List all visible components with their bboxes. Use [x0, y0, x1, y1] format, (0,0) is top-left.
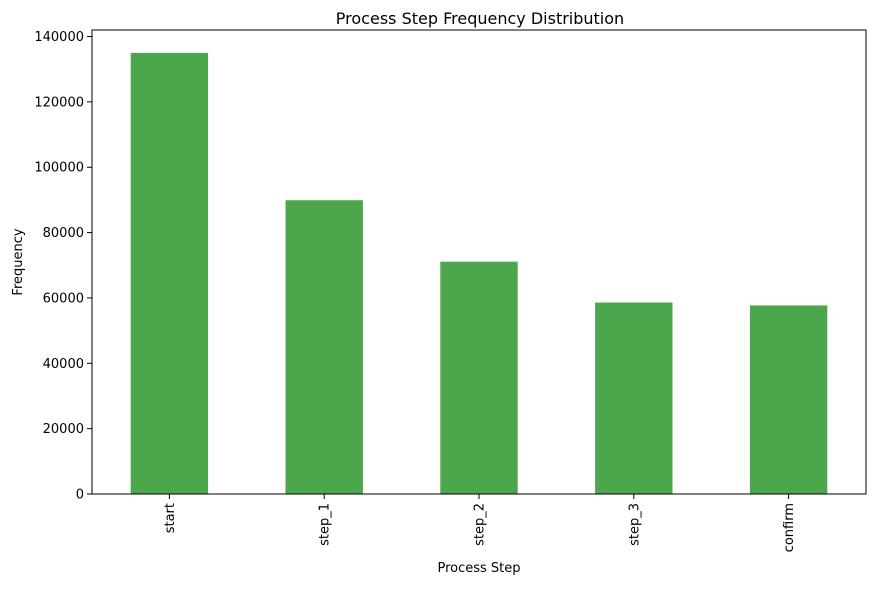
- x-tick-label: step_2: [473, 503, 488, 546]
- y-tick-label: 80000: [43, 226, 84, 241]
- x-axis-ticks: start step_1 step_2 step_3 confirm: [163, 494, 797, 552]
- y-tick-label: 120000: [34, 95, 84, 110]
- y-tick-label: 100000: [34, 161, 84, 176]
- chart-title: Process Step Frequency Distribution: [336, 9, 624, 28]
- bar-step_3: [595, 302, 673, 494]
- y-axis-label: Frequency: [11, 228, 26, 295]
- x-tick-label: confirm: [782, 503, 797, 552]
- bar-start: [130, 52, 209, 495]
- x-tick-label: step_3: [627, 503, 642, 546]
- x-axis-label: Process Step: [437, 561, 520, 576]
- bar-confirm: [749, 305, 828, 494]
- bar-step_2: [440, 261, 518, 494]
- y-tick-label: 20000: [43, 422, 84, 437]
- y-tick-label: 60000: [43, 291, 84, 306]
- y-tick-label: 140000: [34, 30, 84, 45]
- y-tick-label: 40000: [43, 357, 84, 372]
- plot-frame: [91, 29, 867, 495]
- y-tick-label: 0: [76, 488, 84, 503]
- x-tick-label: start: [163, 503, 178, 533]
- x-tick-label: step_1: [318, 503, 333, 546]
- bars-layer: [130, 52, 828, 495]
- y-axis-ticks: 0 20000 40000 60000 80000 100000 120000 140000: [34, 30, 92, 503]
- bar-step_1: [285, 200, 363, 495]
